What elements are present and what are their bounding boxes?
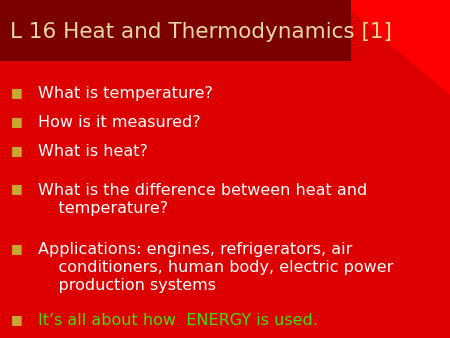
Text: What is the difference between heat and
    temperature?: What is the difference between heat and …: [38, 183, 368, 216]
FancyBboxPatch shape: [0, 0, 351, 61]
Text: ■: ■: [11, 242, 23, 255]
Text: Applications: engines, refrigerators, air
    conditioners, human body, electric: Applications: engines, refrigerators, ai…: [38, 242, 394, 293]
Text: L 16 Heat and Thermodynamics [1]: L 16 Heat and Thermodynamics [1]: [10, 22, 392, 42]
Polygon shape: [338, 0, 450, 95]
Text: What is temperature?: What is temperature?: [38, 86, 213, 101]
Text: ■: ■: [11, 115, 23, 128]
Text: ■: ■: [11, 313, 23, 325]
Text: How is it measured?: How is it measured?: [38, 115, 201, 130]
Text: It’s all about how  ENERGY is used.: It’s all about how ENERGY is used.: [38, 313, 318, 328]
Text: ■: ■: [11, 86, 23, 99]
Text: ■: ■: [11, 144, 23, 156]
Text: ■: ■: [11, 183, 23, 195]
Text: What is heat?: What is heat?: [38, 144, 148, 159]
